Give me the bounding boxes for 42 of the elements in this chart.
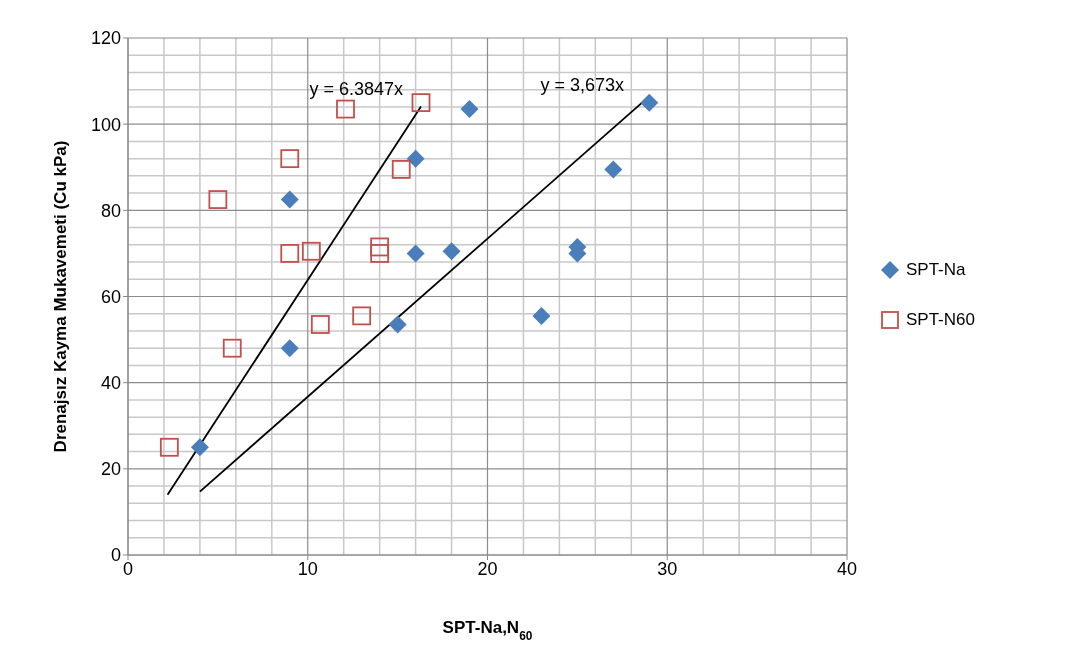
point [208, 190, 228, 209]
point [280, 339, 299, 358]
x-tick-label: 20 [477, 558, 498, 579]
x-axis-title: SPT-Na,N$_{60}$ [442, 618, 533, 643]
y-tick-label: 100 [90, 114, 121, 135]
y-tick-label: 20 [100, 459, 121, 480]
point [604, 160, 623, 179]
point [391, 160, 411, 179]
x-tick-label: 10 [297, 558, 318, 579]
point [370, 244, 390, 263]
point [190, 438, 209, 457]
point [336, 99, 355, 119]
point [411, 93, 431, 113]
point [159, 437, 179, 457]
point [406, 244, 425, 263]
point [301, 241, 321, 261]
point [406, 149, 425, 168]
point [388, 315, 407, 334]
point [310, 315, 330, 334]
y-tick-label: 0 [110, 545, 121, 566]
annotation: y = 3,673x [540, 74, 625, 95]
point [280, 244, 300, 263]
point [532, 306, 551, 325]
y-tick-label: 120 [90, 28, 121, 49]
x-tick-label: 0 [122, 558, 134, 579]
legend-label: SPT-N60 [906, 309, 975, 330]
x-tick-label: 40 [836, 558, 858, 579]
point [280, 149, 300, 169]
point [352, 306, 372, 326]
annotation: y = 6.3847x [309, 78, 403, 99]
y-tick-label: 40 [100, 373, 121, 394]
point [222, 338, 242, 358]
y-tick-label: 80 [100, 200, 121, 221]
legend-label: SPT-Na [906, 259, 966, 280]
x-tick-label: 30 [657, 558, 678, 579]
y-tick-label: 60 [100, 286, 121, 307]
point [460, 100, 479, 119]
point [442, 242, 461, 261]
y-axis-title: Drenajsız Kayma Mukavemeti (Cu kPa) [51, 140, 70, 453]
point [640, 93, 659, 112]
point [280, 190, 299, 209]
point [370, 237, 390, 257]
